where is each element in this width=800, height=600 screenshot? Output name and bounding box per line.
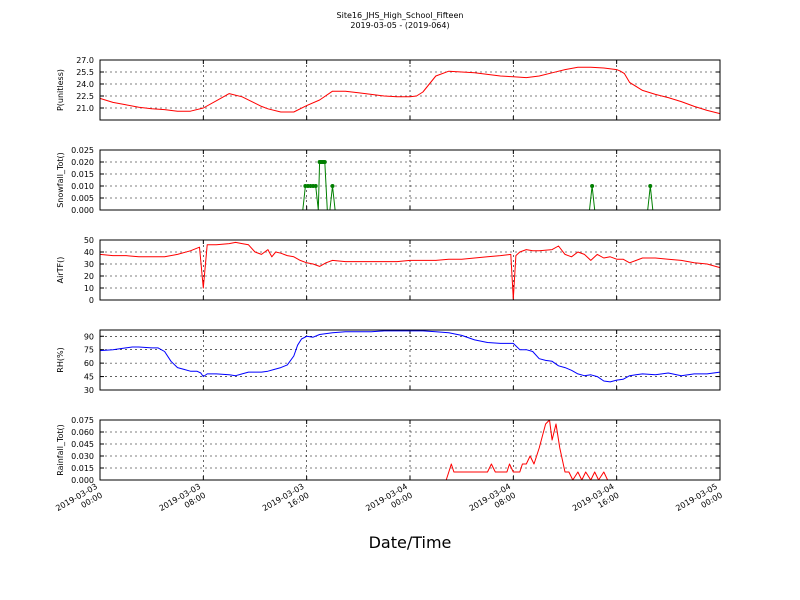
data-point: [322, 160, 327, 164]
y-tick-label: 0.030: [71, 452, 94, 461]
y-tick-label: 90: [84, 332, 94, 341]
y-axis-label: Snowfall_Tot(): [56, 152, 65, 208]
y-tick-label: 50: [84, 236, 94, 245]
panel-1: 21.0 22.5 24.0 25.5 27.0 P(unitless): [56, 56, 721, 121]
y-tick-label: 25.5: [76, 68, 94, 77]
axes-frame: [99, 149, 721, 211]
series-line: [99, 241, 721, 300]
y-tick-label: 0.020: [71, 158, 94, 167]
y-tick-label: 75: [84, 346, 94, 355]
panel-4: 30 45 60 75 90 RH(%): [56, 329, 721, 395]
data-point: [648, 184, 653, 188]
y-tick-label: 27.0: [76, 56, 94, 65]
y-tick-label: 21.0: [76, 104, 94, 113]
data-point: [313, 184, 318, 188]
y-tick-label: 30: [84, 386, 94, 395]
y-tick-label: 22.5: [76, 92, 94, 101]
chart-title: Site16_JHS_High_School_Fifteen: [336, 11, 464, 20]
y-tick-label: 0.025: [71, 146, 94, 155]
y-tick-label: 45: [84, 373, 94, 382]
y-tick-label: 0.045: [71, 440, 94, 449]
y-tick-label: 0.060: [71, 428, 94, 437]
axes-frame: [99, 239, 721, 301]
data-point: [590, 184, 595, 188]
series-line: [100, 419, 720, 481]
panel-2: 0.000 0.005 0.010 0.015 0.020 0.025 Snowfall_T…: [56, 146, 721, 215]
panel-3: 0 10 20 30 40 50 AirTF(): [56, 236, 721, 305]
y-tick-label: 0.015: [71, 464, 94, 473]
x-axis-label: Date/Time: [368, 533, 452, 552]
y-tick-label: 0.000: [71, 476, 94, 485]
y-tick-label: 0.075: [71, 416, 94, 425]
panel-5: 0.000 0.015 0.030 0.045 0.060 0.075 Rainfall_T…: [56, 416, 721, 485]
axes-frame: [99, 419, 721, 481]
y-tick-label: 0.000: [71, 206, 94, 215]
y-tick-label: 40: [84, 248, 94, 257]
y-axis-label: Rainfall_Tot(): [56, 424, 65, 476]
series-line: [99, 66, 721, 115]
y-tick-label: 24.0: [76, 80, 94, 89]
axes-frame: [99, 59, 721, 121]
y-tick-label: 0: [89, 296, 94, 305]
data-point: [330, 184, 335, 188]
y-axis-label: AirTF(): [56, 257, 65, 284]
axes-frame: [99, 329, 721, 391]
y-tick-label: 0.005: [71, 194, 94, 203]
y-axis-label: P(unitless): [56, 69, 65, 111]
y-tick-label: 30: [84, 260, 94, 269]
y-tick-label: 0.010: [71, 182, 94, 191]
y-tick-label: 10: [84, 284, 94, 293]
chart-subtitle: 2019-03-05 - (2019-064): [350, 21, 450, 30]
y-tick-label: 20: [84, 272, 94, 281]
y-tick-label: 0.015: [71, 170, 94, 179]
y-axis-label: RH(%): [56, 347, 65, 372]
y-tick-label: 60: [84, 359, 94, 368]
series-line: [99, 330, 721, 383]
